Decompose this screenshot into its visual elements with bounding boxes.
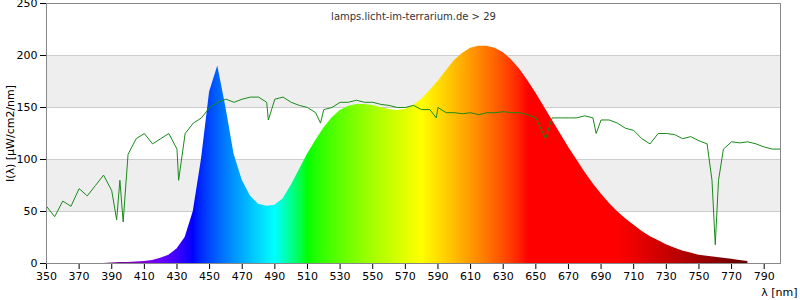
svg-text:0: 0 bbox=[31, 257, 38, 270]
svg-text:350: 350 bbox=[36, 270, 57, 283]
svg-text:710: 710 bbox=[623, 270, 644, 283]
svg-text:I(λ) [µW/cm2/nm]: I(λ) [µW/cm2/nm] bbox=[4, 85, 17, 182]
svg-text:lamps.licht-im-terrarium.de >: lamps.licht-im-terrarium.de > 29 bbox=[331, 11, 496, 22]
svg-text:490: 490 bbox=[264, 270, 285, 283]
svg-text:390: 390 bbox=[101, 270, 122, 283]
svg-text:430: 430 bbox=[166, 270, 187, 283]
svg-text:410: 410 bbox=[134, 270, 155, 283]
svg-text:470: 470 bbox=[232, 270, 253, 283]
svg-text:250: 250 bbox=[17, 0, 38, 10]
svg-text:690: 690 bbox=[591, 270, 612, 283]
svg-text:150: 150 bbox=[17, 101, 38, 114]
svg-text:λ [nm]: λ [nm] bbox=[761, 286, 797, 299]
svg-text:530: 530 bbox=[330, 270, 351, 283]
svg-text:50: 50 bbox=[24, 205, 38, 218]
svg-text:200: 200 bbox=[17, 49, 38, 62]
svg-text:550: 550 bbox=[362, 270, 383, 283]
svg-text:370: 370 bbox=[69, 270, 90, 283]
svg-text:590: 590 bbox=[427, 270, 448, 283]
svg-text:790: 790 bbox=[754, 270, 775, 283]
svg-text:510: 510 bbox=[297, 270, 318, 283]
svg-text:450: 450 bbox=[199, 270, 220, 283]
svg-text:570: 570 bbox=[395, 270, 416, 283]
svg-text:730: 730 bbox=[656, 270, 677, 283]
svg-text:650: 650 bbox=[525, 270, 546, 283]
svg-text:750: 750 bbox=[688, 270, 709, 283]
svg-text:670: 670 bbox=[558, 270, 579, 283]
svg-text:610: 610 bbox=[460, 270, 481, 283]
svg-text:770: 770 bbox=[721, 270, 742, 283]
svg-text:100: 100 bbox=[17, 153, 38, 166]
svg-text:630: 630 bbox=[493, 270, 514, 283]
